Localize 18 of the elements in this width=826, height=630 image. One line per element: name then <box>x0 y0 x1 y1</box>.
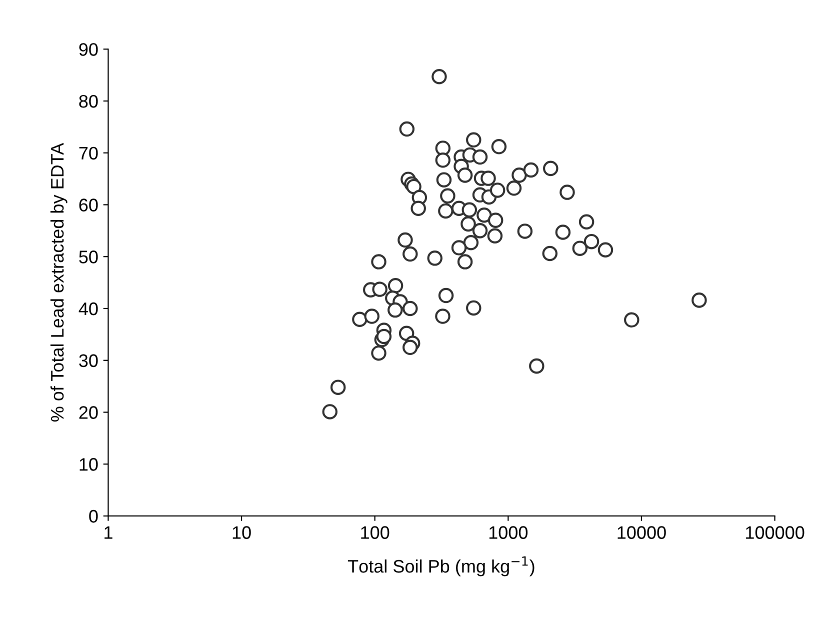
x-tick-label: 100 <box>361 526 390 539</box>
y-tick-label: 60 <box>79 198 98 212</box>
x-tick-label: 1000 <box>489 526 528 539</box>
y-tick-label: 90 <box>79 43 98 56</box>
x-axis-title: Total Soil Pb (mg kg$^{−1}$) <box>348 556 534 576</box>
x-tick-label: 100000 <box>746 526 804 539</box>
y-tick-label: 10 <box>80 458 98 471</box>
y-tick-label: 20 <box>79 406 98 419</box>
x-tick-label: 10000 <box>618 526 666 539</box>
y-tick-label: 40 <box>78 302 98 316</box>
y-tick-label: 0 <box>89 510 98 523</box>
y-axis-title: % of Total Lead extracted by EDTA <box>50 142 68 422</box>
y-tick-label: 70 <box>79 146 98 160</box>
y-tick-label: 80 <box>79 94 98 108</box>
x-tick-label: 10 <box>232 526 251 539</box>
y-tick-label: 30 <box>79 354 98 368</box>
x-tick-label: 1 <box>104 526 112 539</box>
y-tick-label: 50 <box>79 250 98 264</box>
